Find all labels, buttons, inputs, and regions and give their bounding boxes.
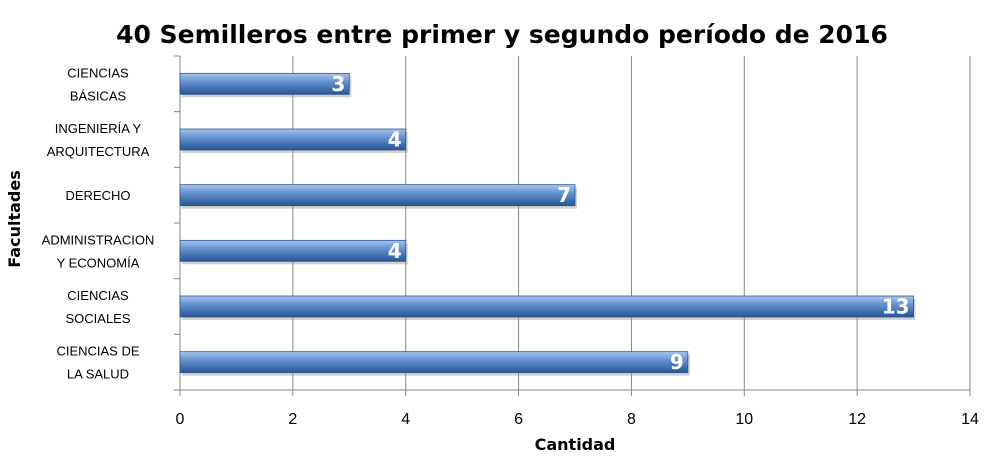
- bars: 3 4 7 4 13 9: [179, 72, 916, 376]
- data-label: 7: [557, 183, 571, 207]
- x-axis-title: Cantidad: [535, 435, 616, 454]
- data-label: 4: [388, 128, 402, 152]
- chart-title: 40 Semilleros entre primer y segundo per…: [116, 20, 888, 49]
- x-tick-label: 10: [735, 411, 753, 428]
- category-label-line: LA SALUD: [67, 367, 129, 382]
- category-label: CIENCIAS DE LA SALUD: [56, 344, 139, 382]
- category-label-line: SOCIALES: [65, 311, 130, 326]
- category-label: ADMINISTRACION Y ECONOMÍA: [42, 232, 155, 270]
- bar: [179, 351, 689, 374]
- category-label-line: ARQUITECTURA: [47, 144, 150, 159]
- x-tick-label: 2: [288, 411, 297, 428]
- data-label: 13: [882, 295, 910, 319]
- bar: [179, 239, 407, 262]
- category-label-line: ADMINISTRACION: [42, 232, 155, 247]
- bar: [179, 128, 407, 151]
- y-axis-title: Facultades: [5, 170, 24, 267]
- category-label: DERECHO: [65, 188, 130, 203]
- x-tick-label: 4: [401, 411, 410, 428]
- x-tick-labels: 0 2 4 6 8 10 12 14: [176, 411, 979, 428]
- category-label-line: CIENCIAS DE: [56, 344, 139, 359]
- x-tick-label: 14: [961, 411, 979, 428]
- bar: [179, 295, 914, 318]
- data-label: 9: [670, 350, 684, 374]
- data-label: 4: [388, 239, 402, 263]
- category-label-line: CIENCIAS: [67, 288, 129, 303]
- x-tick-label: 0: [176, 411, 185, 428]
- x-tick-label: 8: [627, 411, 636, 428]
- bar: [179, 184, 576, 207]
- category-label: CIENCIAS BÁSICAS: [67, 65, 129, 103]
- category-label-line: BÁSICAS: [70, 88, 127, 103]
- category-label: INGENIERÍA Y ARQUITECTURA: [47, 121, 150, 159]
- category-label-line: INGENIERÍA Y: [55, 121, 142, 136]
- category-labels: CIENCIAS BÁSICAS INGENIERÍA Y ARQUITECTURA D…: [42, 65, 155, 381]
- data-label: 3: [331, 72, 345, 96]
- x-tick-label: 12: [848, 411, 866, 428]
- category-label: CIENCIAS SOCIALES: [65, 288, 130, 326]
- bar: [179, 72, 350, 95]
- gridlines: [179, 56, 971, 396]
- category-label-line: Y ECONOMÍA: [57, 255, 140, 270]
- x-tick-label: 6: [514, 411, 523, 428]
- category-label-line: CIENCIAS: [67, 65, 129, 80]
- category-label-line: DERECHO: [65, 188, 130, 203]
- axes: [174, 55, 970, 391]
